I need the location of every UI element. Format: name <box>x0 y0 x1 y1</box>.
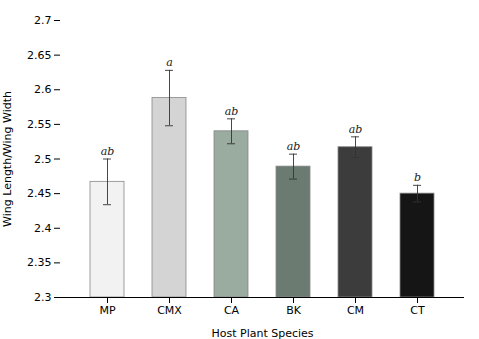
svg-text:2.3: 2.3 <box>34 291 52 304</box>
svg-text:2.7: 2.7 <box>34 14 52 27</box>
svg-text:2.65: 2.65 <box>27 49 52 62</box>
svg-text:2.6: 2.6 <box>34 83 52 96</box>
svg-text:ab: ab <box>225 105 239 118</box>
svg-text:BK: BK <box>286 304 302 317</box>
svg-text:b: b <box>414 171 421 184</box>
svg-text:a: a <box>166 56 173 69</box>
svg-text:2.45: 2.45 <box>27 187 52 200</box>
svg-text:CM: CM <box>347 304 364 317</box>
svg-text:2.4: 2.4 <box>34 222 52 235</box>
svg-text:ab: ab <box>101 145 115 158</box>
svg-text:ab: ab <box>287 140 301 153</box>
svg-text:CMX: CMX <box>157 304 182 317</box>
svg-text:2.35: 2.35 <box>27 256 52 269</box>
svg-text:ab: ab <box>349 123 363 136</box>
svg-text:CA: CA <box>224 304 240 317</box>
svg-text:2.5: 2.5 <box>34 153 52 166</box>
svg-text:Wing Length/Wing Width: Wing Length/Wing Width <box>1 91 14 227</box>
svg-text:CT: CT <box>410 304 425 317</box>
svg-text:Host Plant Species: Host Plant Species <box>211 327 313 339</box>
svg-text:2.55: 2.55 <box>27 118 52 131</box>
svg-text:MP: MP <box>99 304 115 317</box>
